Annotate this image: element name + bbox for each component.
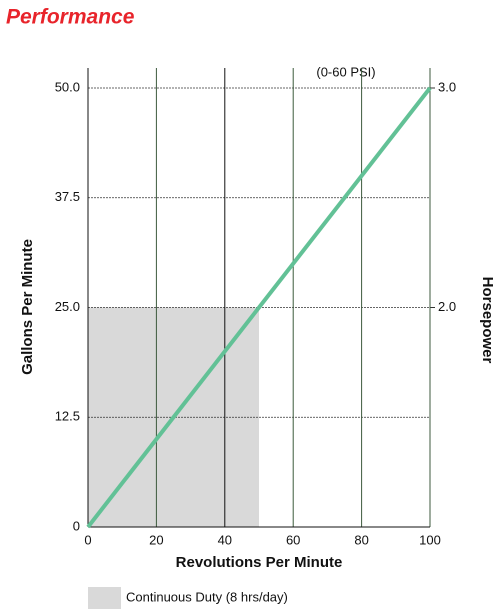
y2-tick-label: 2.0 — [438, 299, 456, 314]
x-axis-title: Revolutions Per Minute — [176, 554, 343, 571]
y2-axis-title: Horsepower — [479, 277, 496, 364]
y-tick-label: 12.5 — [55, 409, 80, 424]
x-tick-label: 100 — [419, 532, 441, 547]
y-tick-label: 50.0 — [55, 79, 80, 94]
annotation: (0-60 PSI) — [316, 64, 375, 79]
x-tick-label: 60 — [286, 532, 300, 547]
legend-label: Continuous Duty (8 hrs/day) — [126, 589, 288, 604]
x-tick-label: 80 — [354, 532, 368, 547]
series-line — [86, 86, 432, 529]
x-tick-label: 40 — [218, 532, 232, 547]
chart-title: Performance — [6, 6, 135, 29]
y-tick-label: 37.5 — [55, 189, 80, 204]
y-tick-label: 25.0 — [55, 299, 80, 314]
y-tick-label: 0 — [73, 518, 80, 533]
y2-tick-label: 3.0 — [438, 79, 456, 94]
y-axis-title: Gallons Per Minute — [19, 239, 36, 375]
x-tick-label: 20 — [149, 532, 163, 547]
legend-swatch — [88, 587, 121, 609]
x-tick-label: 0 — [84, 532, 91, 547]
